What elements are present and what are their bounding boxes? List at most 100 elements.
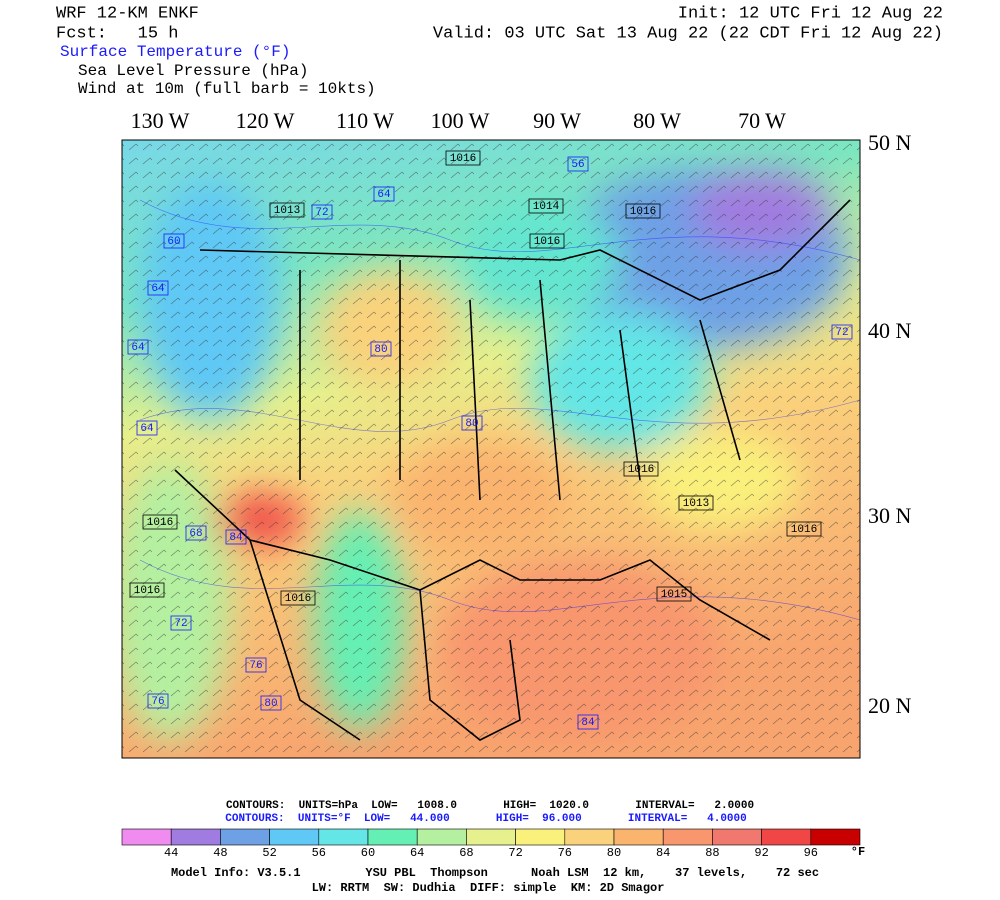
latitude-label: 20 N <box>868 693 912 718</box>
colorbar-swatch <box>712 828 762 846</box>
pressure-label-box <box>445 150 481 166</box>
temperature-label: 68 <box>189 528 202 540</box>
colorbar-unit: °F <box>851 845 865 859</box>
temperature-label: 56 <box>571 159 584 171</box>
temperature-label-box <box>567 156 589 172</box>
pressure-label: 1016 <box>534 236 560 248</box>
temperature-label: 72 <box>835 327 848 339</box>
model-info: LW: RRTM SW: Dudhia DIFF: simple KM: 2D … <box>312 881 665 895</box>
colorbar-swatch <box>170 828 221 846</box>
pressure-label: 1016 <box>285 593 311 605</box>
colorbar-label: 64 <box>410 846 424 860</box>
model-info: Model Info: V3.5.1 YSU PBL Thompson Noah… <box>171 866 819 880</box>
model-name: WRF 12-KM ENKF <box>56 4 199 23</box>
pressure-label-box <box>280 590 316 606</box>
map-frame <box>121 139 861 759</box>
temperature-label: 64 <box>151 283 165 295</box>
temperature-label: 80 <box>465 418 478 430</box>
pressure-label-box <box>129 582 165 598</box>
colorbar-swatch <box>515 828 566 846</box>
pressure-label: 1016 <box>630 206 656 218</box>
forecast-hour: Fcst: 15 h <box>56 24 178 43</box>
temperature-label: 64 <box>131 342 145 354</box>
pressure-label-box <box>678 495 714 511</box>
temperature-label-box <box>136 420 158 436</box>
temperature-label: 84 <box>581 717 595 729</box>
contour-info: CONTOURS: UNITS=hPa LOW= 1008.0 HIGH= 10… <box>226 800 754 812</box>
init-time: Init: 12 UTC Fri 12 Aug 22 <box>678 4 943 23</box>
pressure-label-box <box>623 461 659 477</box>
pressure-label: 1016 <box>134 585 160 597</box>
colorbar-label: 84 <box>656 846 670 860</box>
colorbar-swatch <box>810 828 861 846</box>
temperature-label: 72 <box>315 207 328 219</box>
temperature-label-box <box>245 657 267 673</box>
colorbar-swatch <box>613 828 664 846</box>
temperature-label-box <box>373 186 395 202</box>
pressure-label: 1016 <box>450 153 476 165</box>
temperature-label-box <box>370 341 392 357</box>
temperature-label: 84 <box>229 532 243 544</box>
temperature-label-box <box>127 339 149 355</box>
colorbar-label: 48 <box>213 846 227 860</box>
temperature-label: 60 <box>167 236 180 248</box>
temperature-label-box <box>461 415 483 431</box>
field-name: Sea Level Pressure (hPa) <box>78 62 308 80</box>
colorbar-label: 76 <box>558 846 572 860</box>
temperature-label-box <box>260 695 282 711</box>
temperature-label: 64 <box>377 189 391 201</box>
temperature-label-box <box>185 525 207 541</box>
pressure-label-box <box>529 233 565 249</box>
colorbar-swatch <box>662 828 713 846</box>
colorbar-label: 96 <box>804 846 818 860</box>
temperature-label-box <box>225 529 247 545</box>
pressure-label: 1013 <box>274 205 300 217</box>
colorbar-label: 60 <box>361 846 375 860</box>
pressure-label: 1014 <box>533 201 560 213</box>
pressure-label: 1015 <box>661 589 687 601</box>
latitude-label: 40 N <box>868 318 912 343</box>
colorbar-label: 88 <box>705 846 719 860</box>
colorbar-label: 72 <box>508 846 522 860</box>
temperature-label-box <box>831 324 853 340</box>
temperature-label: 76 <box>151 696 164 708</box>
colorbar-swatch <box>121 828 172 846</box>
temperature-label: 80 <box>374 344 387 356</box>
contour-info: CONTOURS: UNITS=°F LOW= 44.000 HIGH= 96.… <box>225 813 747 825</box>
longitude-label: 70 W <box>738 108 786 133</box>
temperature-label: 64 <box>140 423 154 435</box>
colorbar-label: 52 <box>262 846 276 860</box>
pressure-label-box <box>269 202 305 218</box>
temperature-label-box <box>163 233 185 249</box>
longitude-label: 120 W <box>236 108 295 133</box>
colorbar-swatch <box>416 828 467 846</box>
temperature-label: 80 <box>264 698 277 710</box>
pressure-label-box <box>142 514 178 530</box>
colorbar: 44 48 52 56 60 64 68 72 76 80 84 88 92 96 °F <box>121 828 865 860</box>
colorbar-label: 80 <box>607 846 621 860</box>
colorbar-swatch <box>564 828 615 846</box>
latitude-label: 50 N <box>868 130 912 155</box>
longitude-label: 90 W <box>533 108 581 133</box>
temperature-label-box <box>147 280 169 296</box>
colorbar-swatch <box>318 828 369 846</box>
longitude-label: 130 W <box>131 108 190 133</box>
temperature-label-box <box>170 615 192 631</box>
colorbar-swatch <box>220 828 270 846</box>
valid-time: Valid: 03 UTC Sat 13 Aug 22 (22 CDT Fri … <box>433 24 943 43</box>
map: 1016 1014 1016 1016 1013 1016 1016 1016 1015 1016… <box>122 140 860 758</box>
pressure-label: 1016 <box>147 517 173 529</box>
pressure-label: 1016 <box>628 464 654 476</box>
pressure-label: 1016 <box>791 524 817 536</box>
colorbar-label: 56 <box>312 846 326 860</box>
temperature-label-box <box>147 693 169 709</box>
longitude-label: 110 W <box>336 108 394 133</box>
temperature-label: 72 <box>174 618 187 630</box>
colorbar-swatch <box>761 828 812 846</box>
pressure-label-box <box>625 203 661 219</box>
latitude-label: 30 N <box>868 503 912 528</box>
colorbar-label: 44 <box>164 846 178 860</box>
temperature-label-box <box>311 204 333 220</box>
colorbar-swatch <box>367 828 418 846</box>
